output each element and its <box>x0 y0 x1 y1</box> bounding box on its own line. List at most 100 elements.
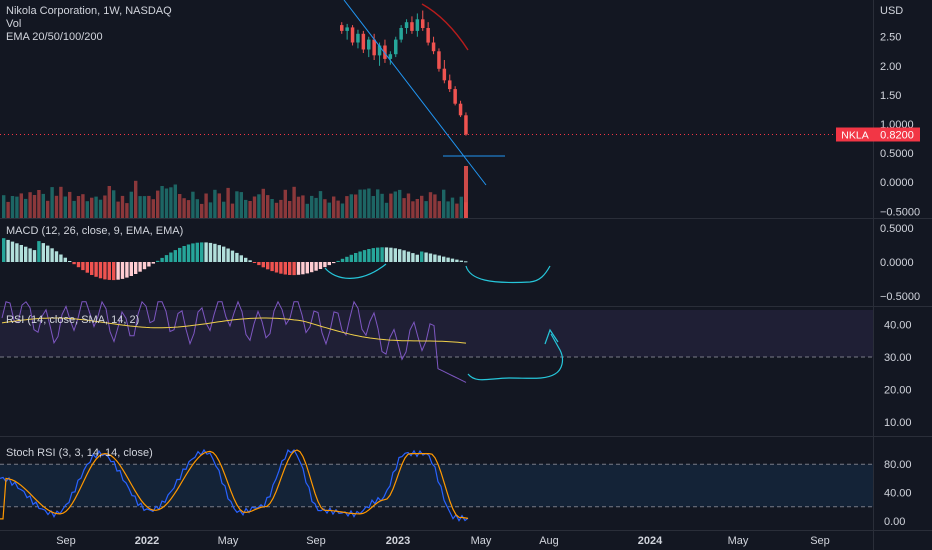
macd-histogram-bar <box>393 248 397 262</box>
candle-body <box>437 51 441 69</box>
volume-bar <box>147 195 151 218</box>
volume-bar <box>54 195 59 218</box>
time-axis-label: May <box>471 535 492 547</box>
rsi-forecast-curve <box>467 333 564 381</box>
volume-bar <box>283 189 287 218</box>
rsi-label: RSI (14, close, SMA, 14, 2) <box>6 314 140 326</box>
macd-histogram-bar <box>182 246 186 262</box>
volume-bar <box>292 186 296 218</box>
volume-bar <box>349 194 353 218</box>
macd-legend[interactable]: MACD (12, 26, close, 9, EMA, EMA) <box>6 225 183 238</box>
macd-histogram-bar <box>191 243 195 262</box>
rsi-legend[interactable]: RSI (14, close, SMA, 14, 2) <box>6 314 139 327</box>
macd-histogram-bar <box>367 249 371 262</box>
macd-histogram-bar <box>41 243 45 262</box>
candle-body <box>367 39 371 50</box>
time-axis-label: 2024 <box>638 535 663 547</box>
volume-bar <box>389 193 393 218</box>
macd-histogram-bar <box>296 262 301 275</box>
candle-body <box>377 45 382 56</box>
macd-histogram-bar <box>19 245 23 262</box>
candle-body <box>431 42 436 52</box>
volume-bar <box>402 198 406 218</box>
volume-bar <box>164 188 169 218</box>
volume-bar <box>213 189 217 218</box>
macd-histogram-bar <box>173 250 177 262</box>
volume-bar <box>420 195 424 218</box>
stoch-axis-tick: 0.00 <box>884 516 905 528</box>
macd-histogram-bar <box>252 262 257 263</box>
macd-histogram-bar <box>76 262 81 268</box>
volume-bar <box>301 195 305 218</box>
macd-histogram-bar <box>384 247 389 262</box>
macd-histogram-bar <box>54 251 59 262</box>
macd-histogram-bar <box>239 255 243 262</box>
macd-histogram-bar <box>230 250 235 262</box>
macd-histogram-bar <box>292 262 296 276</box>
macd-histogram-bar <box>103 262 107 280</box>
macd-histogram-bar <box>354 253 358 262</box>
volume-label[interactable]: Vol <box>6 18 22 30</box>
volume-bar <box>6 201 10 218</box>
candle-body <box>442 68 447 81</box>
macd-histogram-bar <box>283 262 287 275</box>
rsi-axis-tick: 10.00 <box>884 417 912 429</box>
macd-histogram-bar <box>248 260 252 262</box>
volume-bar <box>98 199 103 218</box>
time-axis-label: 2022 <box>135 535 159 547</box>
volume-bar <box>376 189 380 218</box>
volume-bar <box>459 196 463 218</box>
macd-histogram-bar <box>358 251 362 262</box>
macd-histogram-bar <box>279 262 283 274</box>
volume-bar <box>274 202 279 218</box>
volume-bar <box>63 196 67 218</box>
volume-bar <box>296 196 301 218</box>
price-axis-tick: 0.0000 <box>880 177 914 189</box>
candle-body <box>410 22 414 31</box>
volume-bar <box>50 187 54 218</box>
macd-histogram-bar <box>340 258 345 262</box>
volume-bar <box>314 197 318 218</box>
volume-bar <box>226 187 230 218</box>
volume-bar <box>19 193 23 218</box>
macd-histogram-bar <box>208 242 213 262</box>
macd-histogram-bar <box>459 260 463 262</box>
macd-histogram-bar <box>129 262 133 276</box>
macd-histogram-bar <box>200 242 204 262</box>
candle-body <box>340 25 344 31</box>
macd-annotation-curve <box>324 263 387 279</box>
macd-histogram-bar <box>112 262 116 281</box>
time-axis-label: 2023 <box>386 535 410 547</box>
macd-histogram-bar <box>235 252 239 262</box>
rsi-forecast-arrowhead <box>544 328 559 345</box>
volume-bar <box>15 196 19 218</box>
macd-histogram-bar <box>32 250 37 262</box>
volume-bar <box>186 200 191 218</box>
volume-bar <box>270 199 274 218</box>
macd-histogram-bar <box>68 261 72 262</box>
macd-histogram-bar <box>217 245 221 262</box>
stoch-axis-tick: 40.00 <box>884 488 912 500</box>
price-axis-tick: −0.5000 <box>880 206 920 218</box>
stoch-legend[interactable]: Stoch RSI (3, 3, 14, 14, close) <box>6 447 153 460</box>
macd-histogram-bar <box>376 247 380 262</box>
ema-label[interactable]: EMA 20/50/100/200 <box>6 31 103 43</box>
volume-bar <box>156 190 160 218</box>
volume-bar <box>28 192 32 218</box>
macd-histogram-bar <box>371 248 375 262</box>
volume-bar <box>327 202 331 218</box>
macd-histogram-bar <box>261 262 265 268</box>
volume-bar <box>384 202 389 218</box>
macd-histogram-bar <box>411 253 415 262</box>
candle-body <box>415 19 420 31</box>
macd-histogram-bar <box>424 252 428 262</box>
price-axis-tick: 1.50 <box>880 90 901 102</box>
symbol-title[interactable]: Nikola Corporation, 1W, NASDAQ <box>6 5 172 17</box>
candle-body <box>458 103 463 116</box>
volume-bar <box>248 201 252 218</box>
candle-body <box>388 54 393 59</box>
volume-bar <box>195 199 199 218</box>
macd-histogram-bar <box>362 250 367 262</box>
time-axis-label: Sep <box>306 535 326 547</box>
